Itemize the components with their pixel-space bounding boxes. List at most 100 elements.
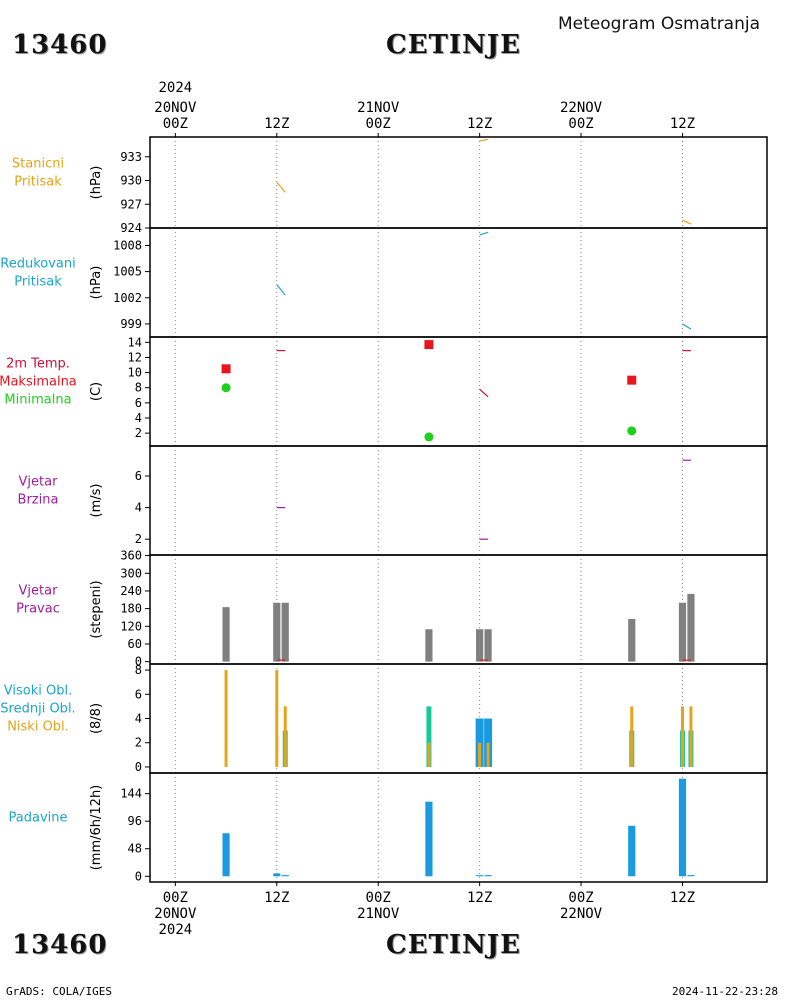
panel-label-p7: Padavine [9, 811, 68, 826]
series-segment-p2 [682, 323, 692, 330]
series-segment-p3 [479, 388, 489, 398]
bar-p5 [273, 602, 281, 662]
unit-label-p7: (mm/6h/12h) [89, 785, 104, 871]
ytick-label-p5: 120 [120, 619, 142, 633]
unit-label-p5: (stepeni) [89, 580, 104, 638]
ytick-label-p5: 60 [128, 637, 142, 651]
min-temp-marker [627, 426, 637, 436]
time-axis-label-bottom: 12Z [264, 890, 289, 906]
panel-label-p2: Pritisak [14, 275, 62, 290]
ytick-label-p4: 4 [135, 501, 142, 515]
panel-label-p5: Pravac [16, 602, 60, 617]
bar-p5 [281, 602, 289, 662]
ytick-label-p7: 96 [128, 814, 142, 828]
ytick-label-p2: 1005 [113, 265, 142, 279]
bar-p7 [678, 778, 687, 877]
bar-p7 [484, 875, 492, 877]
cloud-low-bar [680, 706, 684, 767]
ytick-label-p3: 12 [128, 350, 142, 364]
min-temp-marker [221, 383, 231, 393]
panel-frame-p3 [149, 336, 768, 447]
ytick-label-p6: 2 [135, 736, 142, 750]
bar-p5 [628, 618, 636, 662]
panel-frame-p5 [149, 554, 768, 665]
time-axis-label-bottom: 20NOV [154, 906, 197, 922]
max-temp-marker [627, 375, 637, 385]
bar-p7 [425, 801, 433, 877]
panel-label-p4: Vjetar [19, 475, 59, 490]
panel-frame-p2 [149, 227, 768, 338]
station-name-bottom: CETINJE [386, 930, 521, 960]
ytick-label-p5: 360 [120, 549, 142, 563]
ytick-label-p3: 2 [135, 426, 142, 440]
ytick-label-p4: 2 [135, 532, 142, 546]
time-axis-label-bottom: 00Z [163, 890, 188, 906]
panel-frame-p4 [149, 445, 768, 556]
panel-label-p6: Niski Obl. [7, 720, 69, 735]
bar-p5 [687, 593, 695, 662]
subtitle: Meteogram Osmatranja [558, 14, 761, 34]
ytick-label-p5: 300 [120, 566, 142, 580]
ytick-label-p4: 6 [135, 469, 142, 483]
ytick-label-p3: 8 [135, 381, 142, 395]
series-segment-p1 [479, 138, 489, 142]
ytick-label-p6: 4 [135, 712, 142, 726]
ytick-label-p6: 6 [135, 687, 142, 701]
time-axis-label-top: 00Z [366, 116, 391, 132]
series-segment-p1 [276, 181, 286, 193]
panel-label-p1: Stanicni [12, 157, 64, 172]
ytick-label-p6: 8 [135, 663, 142, 677]
cloud-low-bar [427, 742, 431, 767]
ytick-label-p1: 927 [120, 197, 142, 211]
ytick-label-p1: 924 [120, 221, 142, 235]
time-axis-label-bottom: 12Z [467, 890, 492, 906]
ytick-label-p1: 930 [120, 174, 142, 188]
cloud-low-bar [630, 706, 634, 767]
ytick-label-p3: 10 [128, 366, 142, 380]
footer-credit: GrADS: COLA/IGES [6, 985, 112, 998]
ytick-label-p7: 48 [128, 842, 142, 856]
unit-label-p6: (8/8) [89, 703, 104, 734]
panel-label-p3: 2m Temp. [6, 357, 70, 372]
max-temp-marker [221, 364, 231, 374]
cloud-low-bar [224, 670, 228, 767]
ytick-label-p2: 999 [120, 317, 142, 331]
time-axis-label-top: 00Z [163, 116, 188, 132]
panel-label-p6: Srednji Obl. [0, 702, 75, 717]
time-axis-year-top: 2024 [158, 80, 192, 96]
time-axis-label-bottom: 12Z [670, 890, 695, 906]
station-id-top: 13460 [12, 30, 108, 60]
time-axis-label-top: 20NOV [154, 100, 197, 116]
time-axis-label-bottom: 21NOV [357, 906, 400, 922]
max-temp-marker [424, 340, 434, 350]
bar-p7 [222, 833, 230, 877]
bar-p7 [628, 825, 636, 877]
time-axis-label-top: 12Z [670, 116, 695, 132]
footer-timestamp: 2024-11-22-23:28 [672, 985, 778, 998]
panel-frame-p6 [149, 663, 768, 774]
bar-p5 [484, 629, 492, 662]
unit-label-p2: (hPa) [89, 266, 104, 300]
unit-label-p4: (m/s) [89, 484, 104, 518]
cloud-low-bar [478, 742, 482, 767]
station-name-top: CETINJE [386, 30, 521, 60]
ytick-label-p2: 1008 [113, 238, 142, 252]
time-axis-label-top: 12Z [467, 116, 492, 132]
panel-label-p6: Visoki Obl. [4, 684, 72, 699]
ytick-label-p5: 240 [120, 584, 142, 598]
ytick-label-p7: 0 [135, 869, 142, 883]
ytick-label-p3: 4 [135, 411, 142, 425]
panel-label-p3: Maksimalna [0, 375, 77, 390]
ytick-label-p2: 1002 [113, 291, 142, 305]
time-axis-label-bottom: 00Z [568, 890, 593, 906]
bar-p5 [678, 602, 687, 662]
panel-label-p2: Redukovani [0, 257, 75, 272]
panel-label-p4: Brzina [18, 493, 59, 508]
bar-p7 [273, 873, 281, 877]
ytick-label-p1: 933 [120, 150, 142, 164]
ytick-label-p5: 0 [135, 655, 142, 669]
time-axis-label-top: 21NOV [357, 100, 400, 116]
bar-p7 [687, 875, 695, 877]
station-id-bottom: 13460 [12, 930, 108, 960]
